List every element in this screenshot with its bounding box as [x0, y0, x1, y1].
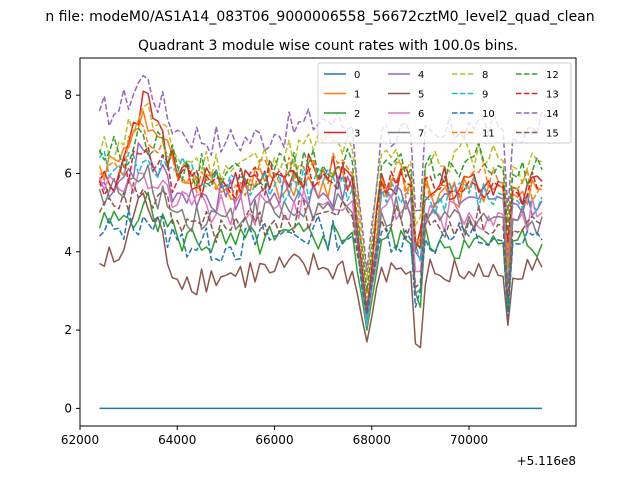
y-tick-label: 6	[64, 166, 72, 180]
x-offset-label: +5.116e8	[517, 454, 576, 468]
series-line-15	[98, 182, 543, 308]
legend-label-4: 4	[418, 70, 424, 81]
legend-label-15: 15	[546, 129, 559, 140]
legend-label-12: 12	[546, 70, 559, 81]
legend-label-0: 0	[354, 70, 360, 81]
y-tick-label: 4	[64, 245, 72, 259]
x-tick-label: 64000	[158, 433, 196, 447]
series-line-13	[98, 145, 543, 312]
legend-label-2: 2	[354, 109, 360, 120]
legend-label-11: 11	[482, 129, 495, 140]
x-tick-label: 70000	[450, 433, 488, 447]
series-line-1	[98, 110, 543, 324]
series-line-6	[98, 172, 543, 327]
series-line-12	[98, 127, 543, 292]
series-line-10	[98, 209, 543, 318]
y-tick-label: 2	[64, 323, 72, 337]
legend-label-6: 6	[418, 109, 424, 120]
legend-box	[317, 62, 572, 144]
legend-label-10: 10	[482, 109, 495, 120]
legend-label-3: 3	[354, 129, 360, 140]
x-tick-label: 62000	[61, 433, 99, 447]
legend-label-5: 5	[418, 90, 424, 101]
legend-label-8: 8	[482, 70, 488, 81]
y-tick-label: 8	[64, 88, 72, 102]
series-line-7	[98, 164, 543, 320]
series-line-5	[99, 192, 543, 349]
plot-frame	[79, 57, 577, 427]
x-tick-label: 66000	[255, 433, 293, 447]
chart-title: Quadrant 3 module wise count rates with …	[138, 38, 518, 54]
legend-label-9: 9	[482, 90, 488, 101]
legend-label-1: 1	[354, 90, 360, 101]
axis-ticks: 62000 64000 66000 68000 70000 0 2 4 6 8	[61, 88, 488, 447]
figure-suptitle: n file: modeM0/AS1A14_083T06_9000006558_…	[45, 9, 594, 25]
series-line-2	[98, 191, 543, 331]
legend-label-7: 7	[418, 129, 424, 140]
series-line-4	[99, 142, 543, 320]
legend-label-13: 13	[546, 90, 559, 101]
y-tick-label: 0	[64, 401, 72, 415]
x-tick-label: 68000	[353, 433, 391, 447]
legend-label-14: 14	[546, 109, 559, 120]
